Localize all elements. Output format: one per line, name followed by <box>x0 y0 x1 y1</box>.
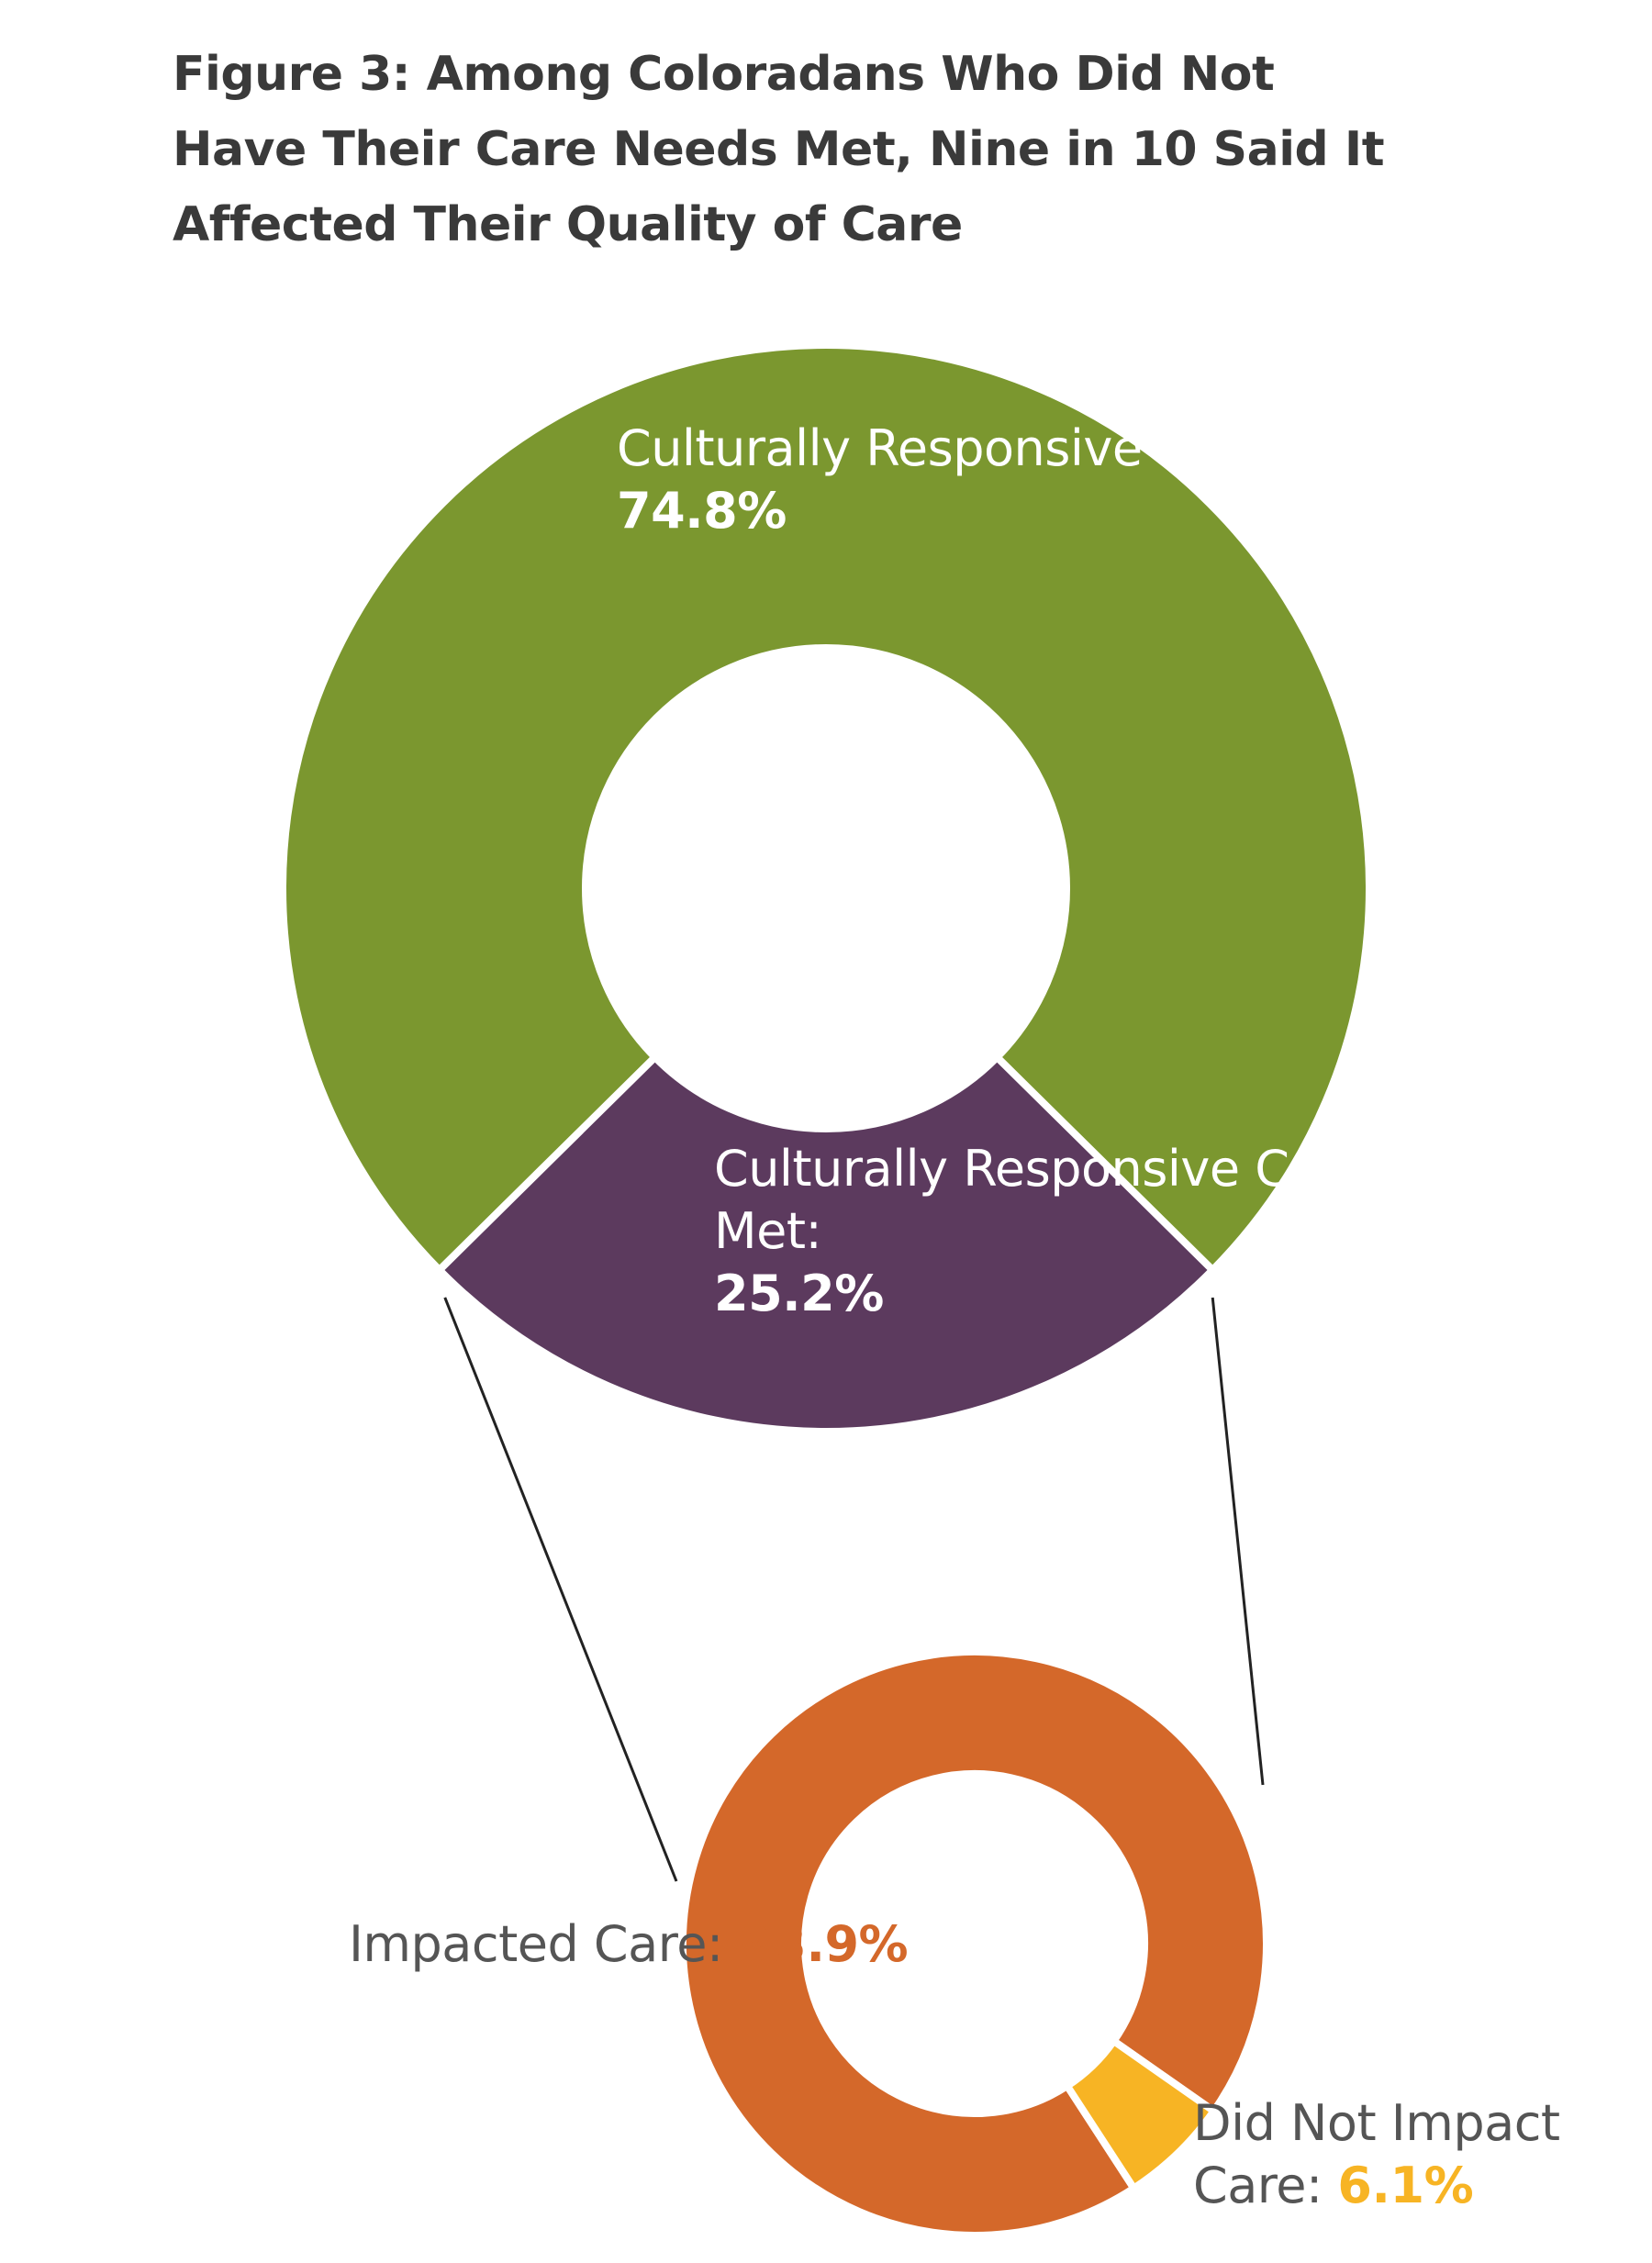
slice-label-not-met: Culturally Responsive Care Needs Not Met… <box>714 1138 1652 1325</box>
slice-value-not-met: 25.2% <box>714 1265 884 1322</box>
slice-value-met: 74.8% <box>617 482 787 540</box>
slice-not-met <box>434 1052 1218 1435</box>
slice-label-did-not-impact-text: Did Not Impact Care: <box>1193 2094 1560 2214</box>
slice-label-impacted: Impacted Care: 93.9% <box>349 1913 909 1976</box>
connector-line-right <box>1211 1297 1265 1786</box>
top-donut-chart <box>279 341 1373 1435</box>
chart-title: Figure 3: Among Coloradans Who Did Not H… <box>173 47 1385 252</box>
slice-label-met: Culturally Responsive Care Needs Met: 74… <box>617 418 1652 542</box>
connector-line-left <box>443 1297 678 1882</box>
slice-value-impacted: 93.9% <box>738 1915 909 1973</box>
slice-met <box>279 341 1373 1276</box>
slice-did-not-impact <box>1062 2035 1220 2194</box>
connector-lines <box>443 1297 1265 1882</box>
slice-label-not-met-text: Culturally Responsive Care Needs Not Met… <box>714 1140 1637 1260</box>
slice-label-did-not-impact: Did Not Impact Care: 6.1% <box>1193 2092 1652 2217</box>
slice-impacted <box>679 1648 1270 2239</box>
bottom-donut-chart <box>679 1648 1270 2239</box>
slice-value-did-not-impact: 6.1% <box>1337 2157 1474 2214</box>
slice-label-impacted-text: Impacted Care: <box>349 1915 723 1973</box>
slice-label-met-text: Culturally Responsive Care Needs Met: <box>617 419 1562 477</box>
